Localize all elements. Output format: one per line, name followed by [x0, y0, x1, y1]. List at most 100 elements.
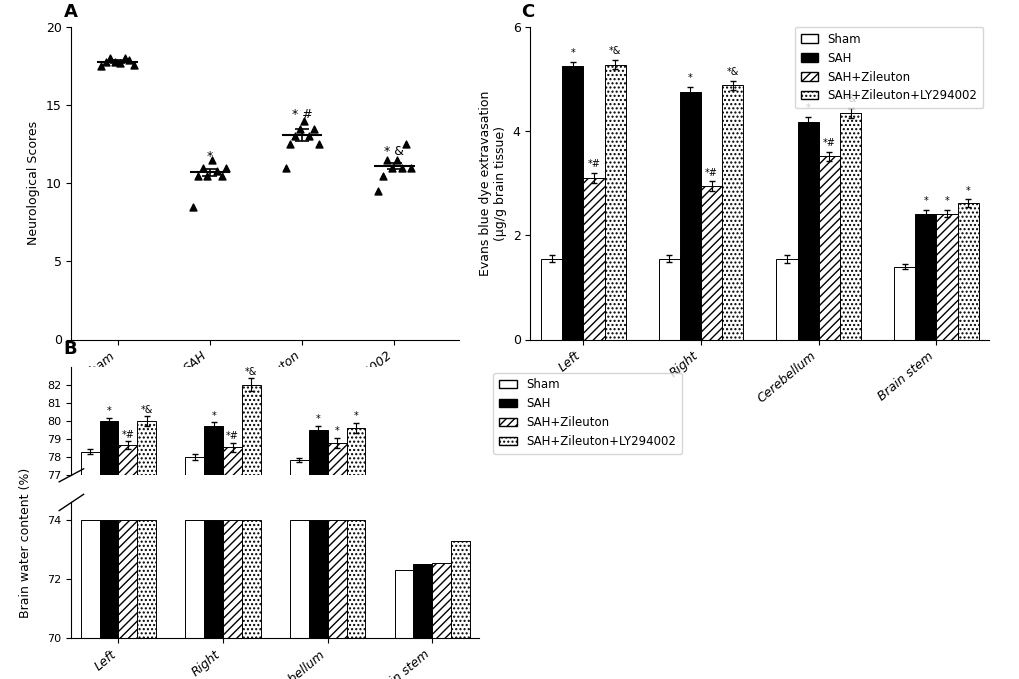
Text: *: * — [211, 411, 216, 420]
Point — [218, 162, 234, 173]
Text: B: B — [63, 340, 76, 358]
Bar — [658, 259, 680, 340]
Point — [116, 53, 132, 64]
Bar — [413, 564, 432, 638]
Bar — [413, 475, 432, 557]
Bar — [797, 122, 818, 340]
Bar — [394, 570, 413, 638]
Point — [93, 60, 109, 71]
Bar — [839, 113, 860, 340]
Text: *: * — [965, 186, 970, 196]
Text: *: * — [805, 103, 810, 113]
Text: *: * — [316, 414, 320, 424]
Point — [369, 185, 385, 197]
Point — [403, 162, 419, 173]
Text: *: * — [570, 48, 575, 58]
Bar — [138, 421, 156, 475]
Point — [301, 131, 317, 142]
Bar — [118, 445, 138, 475]
Point — [112, 58, 128, 69]
Text: *: * — [207, 149, 213, 163]
Bar — [450, 475, 470, 543]
Bar — [327, 520, 346, 638]
Text: *: * — [688, 73, 692, 84]
Bar — [583, 178, 604, 340]
Bar — [289, 520, 309, 638]
Bar — [118, 520, 138, 638]
Point — [102, 53, 118, 64]
Point — [121, 54, 138, 65]
Bar — [394, 475, 413, 560]
Text: *: * — [334, 426, 339, 436]
Text: *: * — [107, 406, 111, 416]
Bar — [309, 520, 327, 638]
Text: *&: *& — [141, 405, 153, 415]
Text: *#: *# — [226, 431, 238, 441]
Bar — [204, 426, 223, 475]
Text: *: * — [354, 411, 358, 422]
Text: * &: * & — [384, 145, 404, 158]
Bar — [185, 520, 204, 638]
Bar — [935, 213, 957, 340]
Text: *: * — [944, 196, 949, 206]
Bar — [346, 520, 365, 638]
Point — [98, 56, 114, 67]
Bar — [327, 443, 346, 475]
Bar — [914, 213, 935, 340]
Point — [291, 123, 308, 134]
Text: *: * — [922, 196, 927, 206]
Point — [190, 170, 206, 181]
Text: *#: *# — [587, 160, 600, 169]
Bar — [540, 259, 561, 340]
Text: *#: *# — [822, 138, 835, 148]
Bar — [81, 520, 100, 638]
Bar — [204, 520, 223, 638]
Bar — [721, 86, 743, 340]
Text: *&: *& — [245, 367, 257, 377]
Text: Brain water content (%): Brain water content (%) — [19, 468, 32, 619]
Bar — [561, 67, 583, 340]
Bar — [450, 541, 470, 638]
Point — [306, 123, 322, 134]
Point — [286, 131, 303, 142]
Y-axis label: Neurological Scores: Neurological Scores — [28, 122, 40, 245]
Bar — [432, 563, 450, 638]
Bar — [100, 520, 118, 638]
Point — [379, 155, 395, 166]
Point — [107, 56, 123, 67]
Bar — [100, 421, 118, 475]
Text: *#: *# — [121, 430, 135, 439]
Point — [282, 139, 299, 149]
Legend: Sham, SAH, SAH+Zileuton, SAH+Zileuton+LY294002: Sham, SAH, SAH+Zileuton, SAH+Zileuton+LY… — [794, 26, 982, 109]
Point — [209, 166, 225, 177]
Bar — [346, 428, 365, 475]
Point — [204, 155, 220, 166]
Bar — [289, 460, 309, 475]
Point — [213, 170, 229, 181]
Text: *&: *& — [844, 94, 856, 104]
Bar — [185, 457, 204, 475]
Bar — [309, 430, 327, 475]
Point — [195, 162, 211, 173]
Bar — [242, 385, 261, 475]
Bar — [138, 520, 156, 638]
Bar — [680, 92, 700, 340]
Point — [393, 162, 410, 173]
Point — [310, 139, 326, 149]
Bar — [223, 520, 242, 638]
Bar — [894, 267, 914, 340]
Point — [297, 115, 313, 126]
Bar — [775, 259, 797, 340]
Bar — [957, 203, 978, 340]
Point — [184, 201, 201, 212]
Y-axis label: Evans blue dye extravasation
(μg/g brain tissue): Evans blue dye extravasation (μg/g brain… — [479, 90, 506, 276]
Text: *&: *& — [726, 67, 739, 77]
Text: *#: *# — [704, 168, 717, 178]
Bar — [242, 520, 261, 638]
Point — [374, 170, 390, 181]
Bar — [81, 452, 100, 475]
Text: C: C — [521, 3, 534, 21]
Bar — [700, 186, 721, 340]
Bar — [818, 156, 839, 340]
Point — [199, 170, 215, 181]
